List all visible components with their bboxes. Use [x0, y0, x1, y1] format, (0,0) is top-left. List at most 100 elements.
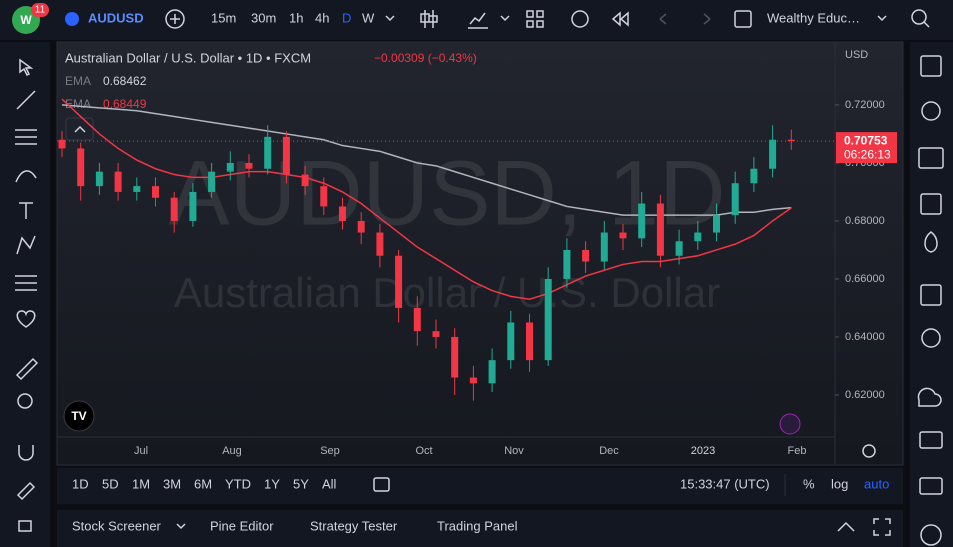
candle-body — [544, 278, 552, 361]
candle-body — [413, 307, 421, 332]
candle-body — [694, 232, 702, 242]
candle-body — [208, 171, 216, 192]
interval[interactable]: W — [362, 10, 375, 25]
candle-body — [451, 336, 459, 378]
range[interactable]: YTD — [225, 476, 251, 491]
interval[interactable]: 1h — [289, 10, 303, 25]
undo[interactable] — [659, 13, 667, 25]
range[interactable]: 1M — [132, 476, 150, 491]
interval[interactable]: 4h — [315, 10, 329, 25]
alert[interactable] — [571, 10, 589, 28]
panel-tab[interactable]: Stock Screener — [72, 518, 162, 533]
candle-body — [152, 186, 159, 198]
candle-body — [170, 197, 178, 221]
left-toolbar — [0, 42, 50, 547]
indicators[interactable] — [468, 12, 488, 29]
candle-body — [526, 322, 533, 361]
bottom-bar — [57, 468, 903, 504]
candle-body — [226, 162, 234, 172]
panel-bar — [57, 510, 903, 547]
candle-body — [114, 171, 122, 192]
tv-logo-mark: TV — [71, 409, 86, 423]
chevron[interactable] — [877, 15, 887, 22]
lightning[interactable] — [779, 413, 801, 435]
ema-line — [61, 104, 792, 216]
interval[interactable]: 30m — [251, 10, 276, 25]
candle-body — [582, 249, 590, 262]
candle-body — [713, 215, 720, 233]
chevron[interactable] — [385, 15, 395, 22]
chevron-up — [74, 125, 86, 133]
x-tick-label: Dec — [599, 445, 619, 457]
candle-body — [357, 220, 365, 233]
layout-name[interactable]: Wealthy Educ… — [767, 10, 860, 25]
date-range-icon[interactable] — [373, 477, 390, 492]
layouts[interactable] — [526, 10, 544, 28]
logo-mark: W — [20, 13, 32, 27]
last-price: 0.70753 — [844, 133, 888, 147]
symbol[interactable]: AUDUSD — [88, 10, 144, 25]
countdown: 06:26:13 — [844, 147, 891, 161]
currency[interactable]: USD — [845, 49, 868, 61]
option[interactable]: log — [831, 476, 848, 491]
candle-body — [395, 255, 403, 308]
candle-body — [750, 168, 758, 184]
range[interactable]: 1D — [72, 476, 89, 491]
range[interactable]: 3M — [163, 476, 181, 491]
replay[interactable] — [611, 11, 629, 27]
ema-line — [61, 98, 792, 301]
candle-body — [58, 139, 66, 149]
watermark-description: Australian Dollar / U.S. Dollar — [174, 269, 720, 316]
interval[interactable]: 15m — [211, 10, 236, 25]
candle-body — [675, 241, 683, 256]
interval[interactable]: D — [342, 10, 351, 25]
legend-change: −0.00309 (−0.43%) — [374, 51, 477, 65]
sidebar-tools[interactable] — [917, 55, 944, 546]
range[interactable]: 6M — [194, 476, 212, 491]
chevron[interactable] — [500, 15, 510, 22]
tv-logo[interactable] — [63, 400, 95, 432]
panel-collapse[interactable] — [837, 521, 855, 532]
x-tick-label: Oct — [415, 445, 432, 457]
x-tick-label: Feb — [788, 445, 807, 457]
range[interactable]: 1Y — [264, 476, 280, 491]
add-symbol[interactable] — [165, 9, 185, 29]
option[interactable]: auto — [864, 476, 889, 491]
panel-tab[interactable]: Pine Editor — [210, 518, 274, 533]
candle-body — [189, 191, 197, 221]
chevron[interactable] — [176, 523, 186, 530]
candle-body — [656, 203, 664, 256]
redo[interactable] — [703, 13, 711, 25]
collapse-legend[interactable] — [65, 117, 94, 141]
panel-tab[interactable]: Strategy Tester — [310, 518, 398, 533]
x-tick-label: Jul — [134, 445, 148, 457]
candle-body — [77, 148, 85, 187]
y-tick-label: 0.66000 — [845, 273, 885, 285]
layout-square[interactable] — [734, 10, 752, 28]
chart-pane — [56, 41, 904, 466]
option[interactable]: % — [803, 476, 815, 491]
y-tick-label: 0.62000 — [845, 389, 885, 401]
indicator-name: EMA — [65, 74, 91, 88]
candle-body — [301, 174, 309, 187]
last-price-tag — [836, 132, 897, 164]
candle-body — [432, 331, 440, 337]
candle-body — [133, 186, 141, 192]
range[interactable]: All — [322, 476, 337, 491]
range[interactable]: 5D — [102, 476, 119, 491]
fullscreen[interactable] — [873, 518, 891, 536]
settings[interactable] — [862, 444, 876, 458]
range[interactable]: 5Y — [293, 476, 309, 491]
chart-type[interactable] — [420, 10, 438, 28]
search[interactable] — [911, 9, 927, 25]
candle-body — [95, 171, 103, 187]
candle-body — [619, 232, 627, 239]
candle-body — [769, 139, 777, 169]
drawing-tools[interactable] — [15, 58, 39, 532]
candle-body — [563, 249, 571, 279]
candle-body — [339, 206, 346, 221]
panel-tab[interactable]: Trading Panel — [437, 518, 518, 533]
candle-body — [638, 203, 646, 239]
clock: 15:33:47 (UTC) — [680, 476, 770, 491]
